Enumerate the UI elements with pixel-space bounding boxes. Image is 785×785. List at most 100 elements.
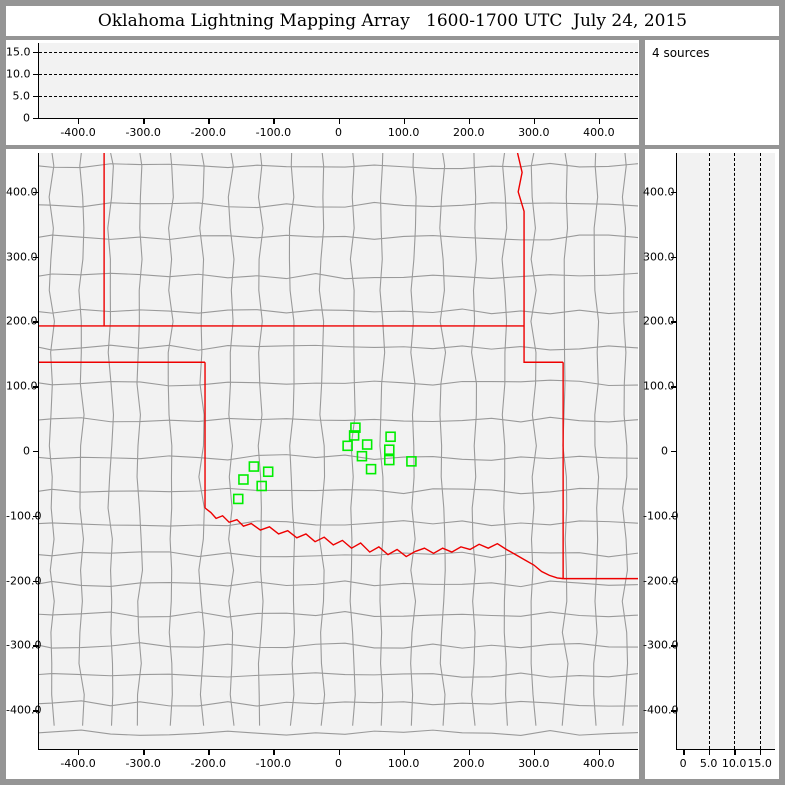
- county-line-v-19: [621, 153, 629, 726]
- state-boundaries: [39, 153, 638, 580]
- xtick-2: [208, 119, 210, 124]
- xtick-label-8: 400.0: [583, 126, 615, 139]
- source-marker: [365, 463, 377, 475]
- ytick-label-7: 300.0: [6, 250, 38, 264]
- gridline-y-3: [39, 51, 638, 53]
- ytick-1: [671, 645, 676, 647]
- xtick-6: [468, 750, 471, 755]
- ytick-4: [671, 451, 676, 453]
- altitude-histogram-plot-area: [677, 153, 775, 749]
- ytick-0: [671, 710, 676, 712]
- county-line-h-17: [39, 729, 638, 736]
- ytick-label-0: 0: [23, 111, 30, 125]
- map-graphic: [39, 153, 638, 736]
- ytick-0: [33, 710, 38, 712]
- source-marker: [361, 439, 373, 450]
- xtick-8: [598, 119, 601, 124]
- ytick-2: [33, 580, 38, 582]
- county-line-h-16: [39, 700, 638, 707]
- gridline-x-3: [759, 153, 761, 749]
- county-line-h-0: [39, 162, 638, 170]
- county-line-v-8: [288, 153, 296, 726]
- xtick-0: [683, 750, 685, 755]
- county-line-v-13: [439, 153, 447, 726]
- xtick-label-2: -200.0: [190, 126, 227, 139]
- xtick-label-5: 100.0: [387, 757, 420, 770]
- county-line-h-7: [39, 416, 638, 423]
- xtick-label-2: 10.0: [721, 757, 747, 770]
- xtick-label-7: 300.0: [518, 126, 550, 139]
- x-axis-line: [676, 749, 775, 751]
- xtick-label-7: 300.0: [518, 757, 550, 770]
- county-boundaries: [39, 153, 638, 736]
- xtick-3: [759, 750, 762, 755]
- ytick-label-4: 0: [661, 444, 668, 458]
- county-line-h-15: [39, 672, 638, 678]
- ytick-label-6: 200.0: [643, 314, 675, 328]
- xtick-label-3: -100.0: [255, 757, 292, 770]
- ytick-6: [33, 321, 38, 323]
- county-line-v-3: [136, 153, 144, 726]
- xtick-label-6: 200.0: [452, 757, 485, 770]
- gridline-y-2: [39, 73, 638, 75]
- altitude-histogram-panel: -400.0 -300.0 -200.0 -100.0 0 100.0 200.0 300.0…: [643, 149, 779, 779]
- source-marker: [406, 456, 417, 467]
- ytick-4: [33, 451, 38, 453]
- xtick-label-3: 15.0: [747, 757, 772, 770]
- source-marker: [385, 431, 396, 443]
- ytick-label-2: 10.0: [6, 67, 31, 81]
- ytick-label-6: 200.0: [6, 314, 38, 328]
- title-bar: Oklahoma Lightning Mapping Array 1600-17…: [6, 6, 779, 36]
- county-line-v-16: [530, 153, 537, 726]
- xtick-7: [533, 119, 536, 124]
- xtick-label-6: 200.0: [452, 126, 485, 139]
- xtick-label-5: 100.0: [387, 126, 420, 139]
- county-line-h-6: [39, 379, 638, 387]
- plan-view-map-panel: -400.0 -300.0 -200.0 -100.0 0 100.0 200.0 300.0…: [6, 149, 639, 779]
- source-marker: [348, 430, 360, 441]
- xtick-5: [403, 750, 405, 755]
- ytick-8: [671, 191, 676, 194]
- source-marker: [350, 422, 361, 433]
- missouri-river-border: [516, 153, 525, 326]
- county-line-h-1: [39, 201, 638, 209]
- county-line-h-8: [39, 454, 638, 461]
- ytick-1: [33, 95, 38, 98]
- source-marker: [356, 450, 368, 462]
- xtick-label-4: 0: [335, 126, 342, 139]
- ytick-label-0: -400.0: [6, 703, 42, 717]
- county-line-v-11: [379, 153, 386, 726]
- source-count-panel: 4 sources: [645, 40, 779, 145]
- county-line-h-11: [39, 551, 638, 559]
- ytick-label-5: 100.0: [6, 379, 38, 393]
- x-axis-line: [38, 118, 638, 120]
- ytick-label-1: -300.0: [643, 638, 679, 652]
- xtick-label-0: -400.0: [60, 126, 96, 139]
- ytick-7: [671, 256, 676, 259]
- xtick-2: [734, 750, 736, 755]
- county-line-v-14: [471, 153, 478, 726]
- county-line-h-13: [39, 611, 638, 618]
- lightning-source-markers: [232, 422, 417, 505]
- source-marker: [232, 493, 244, 505]
- xtick-1: [143, 750, 145, 755]
- source-marker: [383, 444, 395, 455]
- county-line-h-10: [39, 520, 638, 527]
- xtick-label-2: -200.0: [190, 757, 227, 770]
- xtick-3: [273, 119, 275, 124]
- xtick-3: [273, 750, 275, 755]
- xtick-0: [78, 119, 80, 124]
- ytick-5: [33, 386, 38, 388]
- source-count-label: 4 sources: [652, 46, 710, 60]
- county-line-v-4: [167, 153, 174, 726]
- xtick-label-0: 0: [679, 757, 687, 770]
- source-marker: [248, 461, 260, 472]
- county-line-v-12: [410, 153, 417, 726]
- county-line-v-5: [198, 153, 205, 726]
- ytick-3: [33, 515, 38, 518]
- ytick-label-3: 15.0: [6, 45, 31, 59]
- xtick-7: [533, 750, 536, 755]
- x-axis-line: [38, 749, 638, 751]
- ytick-1: [33, 645, 38, 647]
